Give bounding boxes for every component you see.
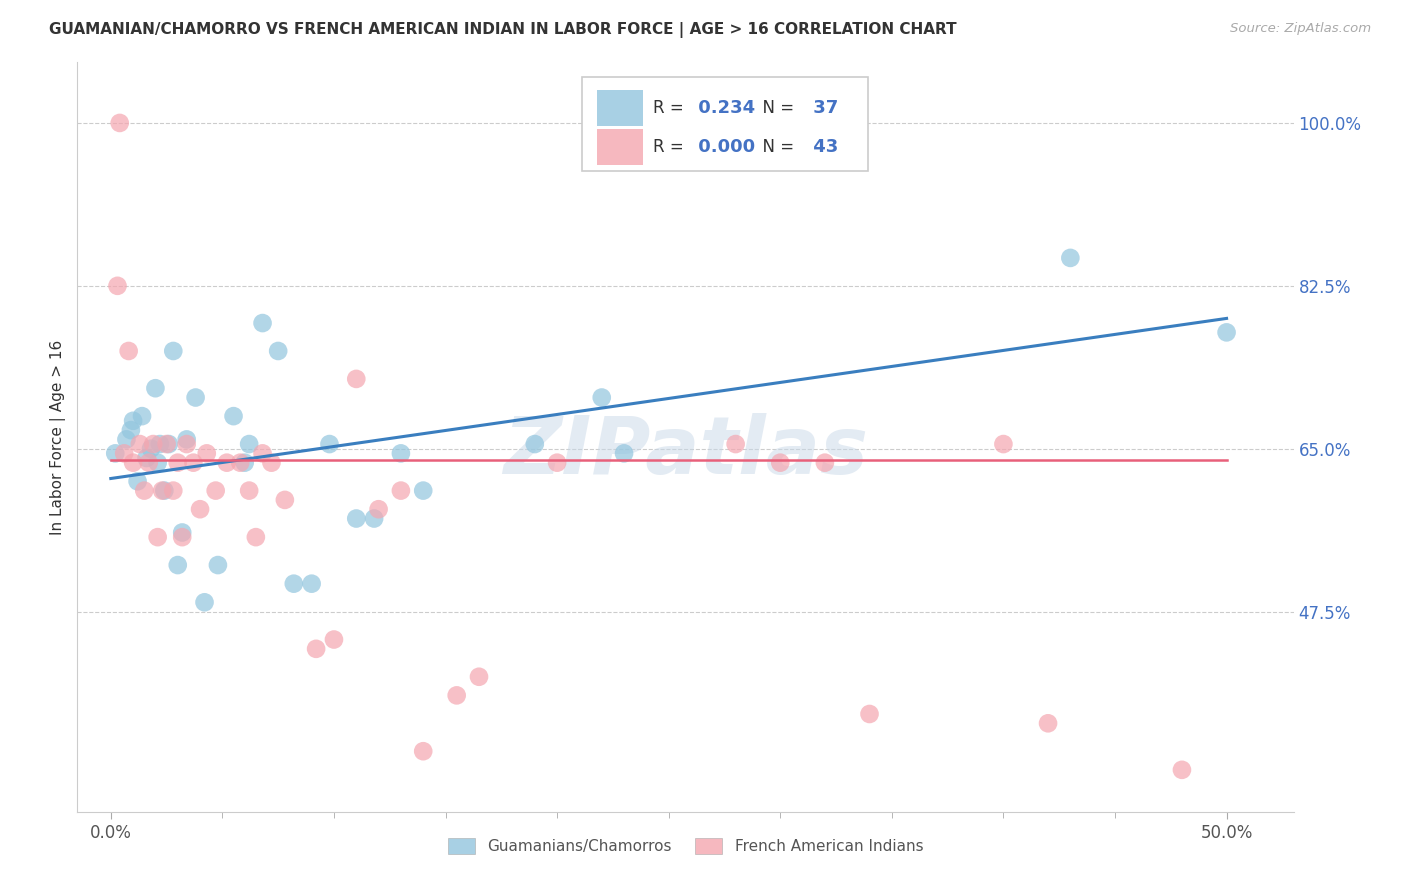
Point (389, 483, 412, 498)
Point (245, 530, 267, 544)
Point (233, 456, 256, 470)
Point (363, 511, 385, 525)
Text: 43: 43 (807, 138, 838, 156)
Point (238, 483, 260, 498)
Point (1215, 326, 1237, 340)
Point (207, 558, 229, 572)
Text: N =: N = (752, 138, 800, 156)
Point (127, 475, 149, 489)
Point (176, 437, 198, 451)
Y-axis label: In Labor Force | Age > 16: In Labor Force | Age > 16 (51, 340, 66, 534)
Point (222, 409, 245, 424)
Point (260, 456, 283, 470)
Point (1059, 251, 1081, 265)
Point (134, 483, 156, 498)
Text: 0.234: 0.234 (692, 99, 755, 117)
Point (993, 437, 1015, 451)
Point (238, 437, 260, 451)
Text: 0.000: 0.000 (692, 138, 755, 156)
Point (120, 423, 142, 437)
Point (162, 343, 184, 358)
Point (172, 525, 194, 540)
Legend: Guamanians/Chamorros, French American Indians: Guamanians/Chamorros, French American In… (441, 832, 929, 860)
Point (112, 446, 135, 460)
Point (107, 278, 129, 293)
Point (283, 576, 305, 591)
FancyBboxPatch shape (582, 78, 868, 171)
Point (318, 437, 340, 451)
Point (769, 456, 792, 470)
Point (176, 433, 198, 447)
Point (188, 502, 211, 516)
Text: GUAMANIAN/CHAMORRO VS FRENCH AMERICAN INDIAN IN LABOR FORCE | AGE > 16 CORRELATI: GUAMANIAN/CHAMORRO VS FRENCH AMERICAN IN… (49, 22, 957, 38)
Point (274, 492, 297, 507)
Point (195, 446, 218, 460)
Point (128, 437, 150, 451)
FancyBboxPatch shape (596, 90, 643, 126)
Text: R =: R = (652, 138, 689, 156)
Point (108, 116, 131, 130)
FancyBboxPatch shape (596, 129, 643, 165)
Text: R =: R = (652, 99, 689, 117)
Point (546, 456, 568, 470)
Point (184, 391, 207, 405)
Point (724, 437, 747, 451)
Point (142, 437, 165, 451)
Point (412, 744, 434, 758)
Point (267, 343, 290, 358)
Point (301, 576, 323, 591)
Point (155, 437, 177, 451)
Point (523, 437, 546, 451)
Point (122, 456, 145, 470)
Point (193, 595, 215, 609)
Point (172, 530, 194, 544)
Point (104, 446, 127, 460)
Point (446, 689, 468, 703)
Point (858, 706, 880, 721)
Point (412, 483, 434, 498)
Point (145, 381, 167, 395)
Point (1036, 716, 1059, 731)
Point (166, 558, 188, 572)
Point (118, 343, 141, 358)
Point (367, 502, 389, 516)
Point (135, 450, 157, 465)
Point (146, 530, 169, 544)
Point (323, 632, 346, 647)
Point (150, 483, 173, 498)
Point (146, 456, 169, 470)
Point (204, 483, 226, 498)
Point (115, 433, 138, 447)
Point (252, 446, 274, 460)
Point (814, 456, 837, 470)
Point (305, 641, 328, 656)
Point (613, 446, 636, 460)
Point (157, 437, 180, 451)
Point (215, 456, 238, 470)
Point (591, 391, 613, 405)
Point (252, 316, 274, 330)
Point (138, 456, 160, 470)
Point (153, 483, 176, 498)
Point (131, 409, 153, 424)
Point (229, 456, 252, 470)
Text: Source: ZipAtlas.com: Source: ZipAtlas.com (1230, 22, 1371, 36)
Text: ZIPatlas: ZIPatlas (503, 413, 868, 491)
Point (149, 437, 172, 451)
Point (122, 414, 145, 428)
Point (468, 670, 491, 684)
Text: N =: N = (752, 99, 800, 117)
Point (166, 456, 188, 470)
Point (389, 446, 412, 460)
Text: 37: 37 (807, 99, 838, 117)
Point (183, 456, 205, 470)
Point (1171, 763, 1194, 777)
Point (344, 511, 367, 525)
Point (162, 483, 184, 498)
Point (344, 372, 367, 386)
Point (139, 442, 162, 456)
